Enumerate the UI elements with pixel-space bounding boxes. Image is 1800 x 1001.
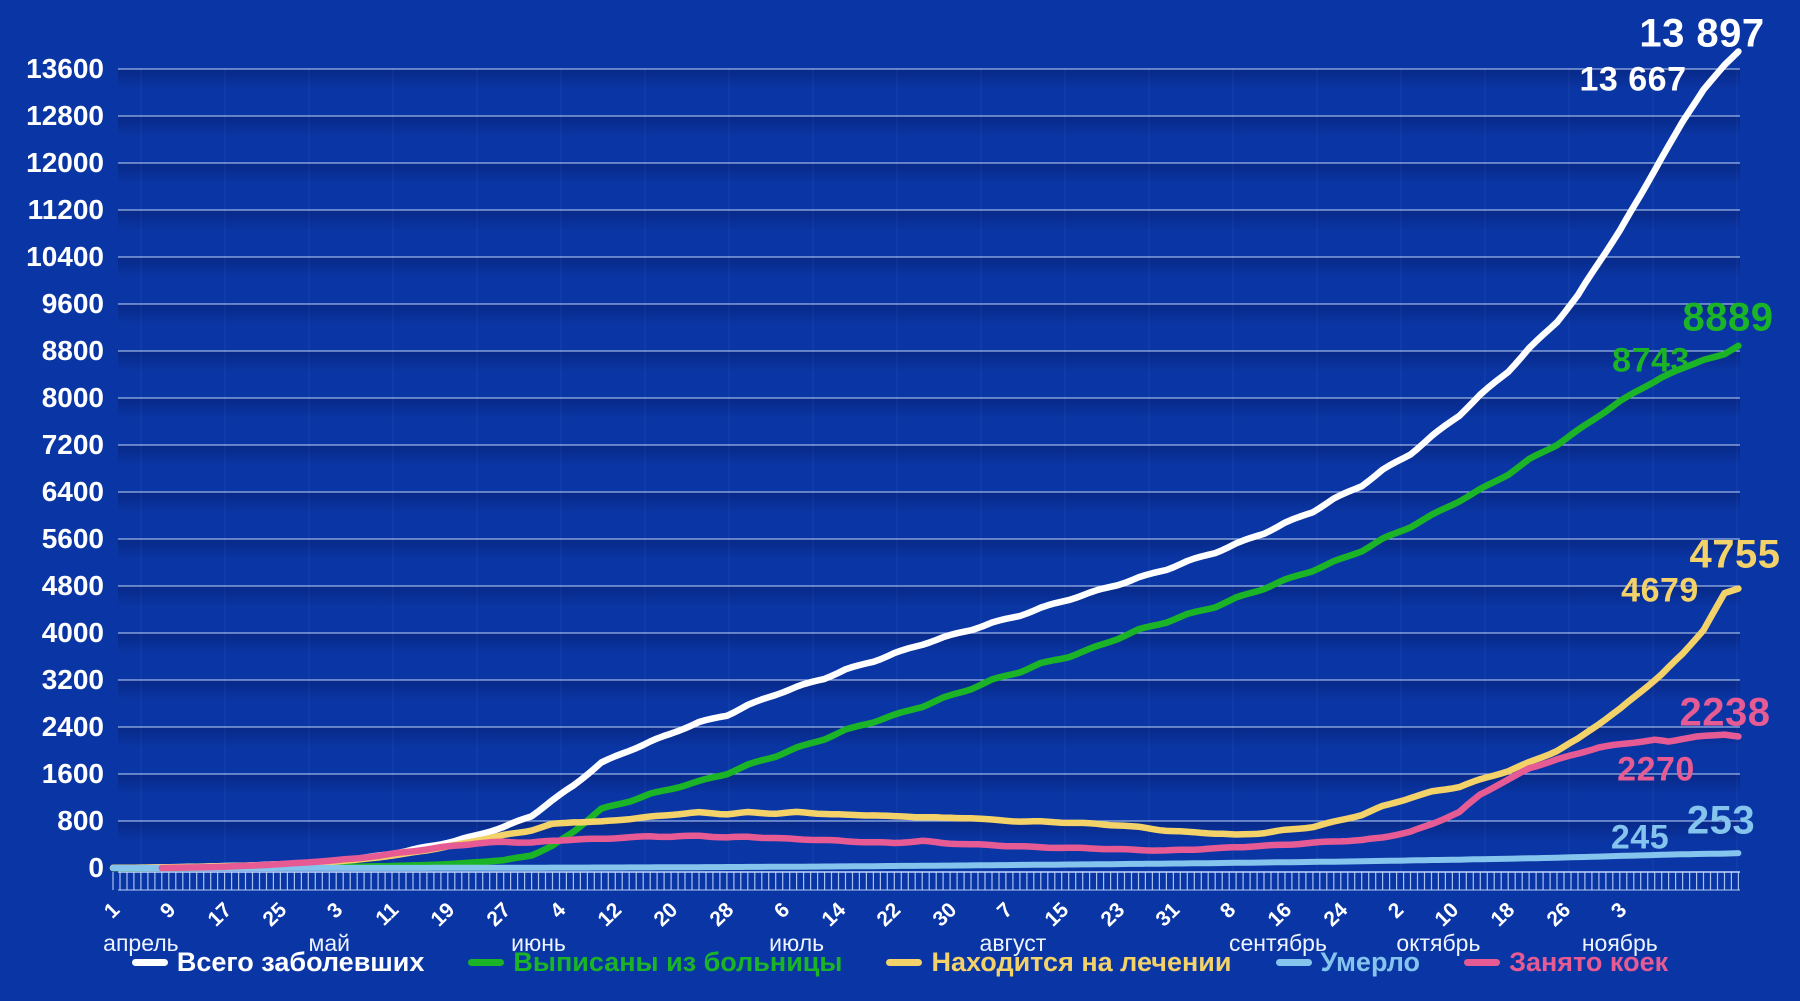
legend-label-in-treatment: Находится на лечении (931, 947, 1232, 977)
y-axis-tick-label: 4800 (41, 570, 104, 601)
vertical-gridlines (140, 69, 1738, 871)
in-treatment-latest-value-label: 4755 (1689, 532, 1781, 577)
total-previous-value-label: 13 667 (1579, 60, 1687, 99)
y-axis-tick-label: 10400 (26, 241, 104, 272)
y-axis-tick-label: 13600 (26, 53, 104, 84)
legend-line-swatch-total (131, 958, 168, 966)
horizontal-gridlines (118, 68, 1740, 822)
y-axis-tick-label: 4000 (41, 617, 104, 648)
chart-legend: Всего заболевших Выписаны из больницы Нахо… (0, 947, 1800, 977)
beds-occupied-previous-value-label: 2270 (1617, 750, 1695, 789)
y-axis-tick-label: 800 (57, 805, 104, 836)
x-axis-month-label-ноябрь: ноябрь (1581, 930, 1658, 956)
died-latest-value-label: 253 (1686, 798, 1756, 843)
x-axis-month-label-октябрь: октябрь (1396, 930, 1481, 956)
legend-item-died: Умерло (1275, 947, 1421, 977)
series-line-died (110, 850, 1742, 871)
y-axis-tick-label: 9600 (41, 288, 104, 319)
legend-line-swatch-in-treatment (886, 958, 923, 966)
y-axis-tick-label: 3200 (41, 664, 104, 695)
died-previous-value-label: 245 (1610, 818, 1670, 857)
legend-item-beds-occupied: Занято коек (1464, 947, 1668, 977)
x-axis-month-label-июль: июль (769, 930, 825, 956)
y-axis-tick-label: 8800 (41, 335, 104, 366)
discharged-previous-value-label: 8743 (1612, 341, 1690, 380)
legend-line-swatch-died (1275, 958, 1312, 966)
y-axis-tick-label: 12000 (26, 147, 104, 178)
y-axis-tick-label: 7200 (41, 429, 104, 460)
legend-label-beds-occupied: Занято коек (1509, 947, 1669, 977)
legend-item-in-treatment: Находится на лечении (886, 947, 1232, 977)
y-axis-tick-label: 12800 (26, 100, 104, 131)
legend-item-discharged: Выписаны из больницы (468, 947, 842, 977)
legend-item-total: Всего заболевших (131, 947, 425, 977)
legend-label-discharged: Выписаны из больницы (513, 947, 843, 977)
x-axis-month-label-май: май (308, 930, 350, 956)
y-axis-tick-label: 11200 (27, 194, 104, 225)
y-axis-tick-label: 2400 (41, 711, 104, 742)
beds-occupied-latest-value-label: 2238 (1679, 690, 1771, 735)
legend-label-died: Умерло (1320, 947, 1421, 977)
in-treatment-previous-value-label: 4679 (1621, 571, 1699, 610)
x-axis-month-label-август: август (979, 930, 1047, 956)
x-axis-month-label-июнь: июнь (511, 930, 566, 956)
x-axis-day-ticks (112, 872, 1739, 890)
grid-band-shading (118, 69, 1740, 868)
x-axis-month-label-сентябрь: сентябрь (1229, 930, 1327, 956)
series-lines (109, 48, 1742, 872)
legend-label-total: Всего заболевших (176, 947, 425, 977)
y-axis-tick-label: 6400 (41, 476, 104, 507)
series-line-beds-occupied (158, 731, 1742, 872)
y-axis-tick-label: 0 (88, 852, 104, 883)
y-axis-tick-label: 1600 (41, 758, 104, 789)
total-latest-value-label: 13 897 (1639, 11, 1765, 56)
x-axis-month-label-апрель: апрель (103, 930, 179, 956)
y-axis-tick-label: 8000 (41, 382, 104, 413)
x-axis-ruler (112, 871, 1740, 891)
legend-line-swatch-discharged (468, 958, 505, 966)
legend-line-swatch-beds-occupied (1464, 958, 1501, 966)
y-axis-tick-label: 5600 (41, 523, 104, 554)
discharged-latest-value-label: 8889 (1682, 295, 1774, 340)
